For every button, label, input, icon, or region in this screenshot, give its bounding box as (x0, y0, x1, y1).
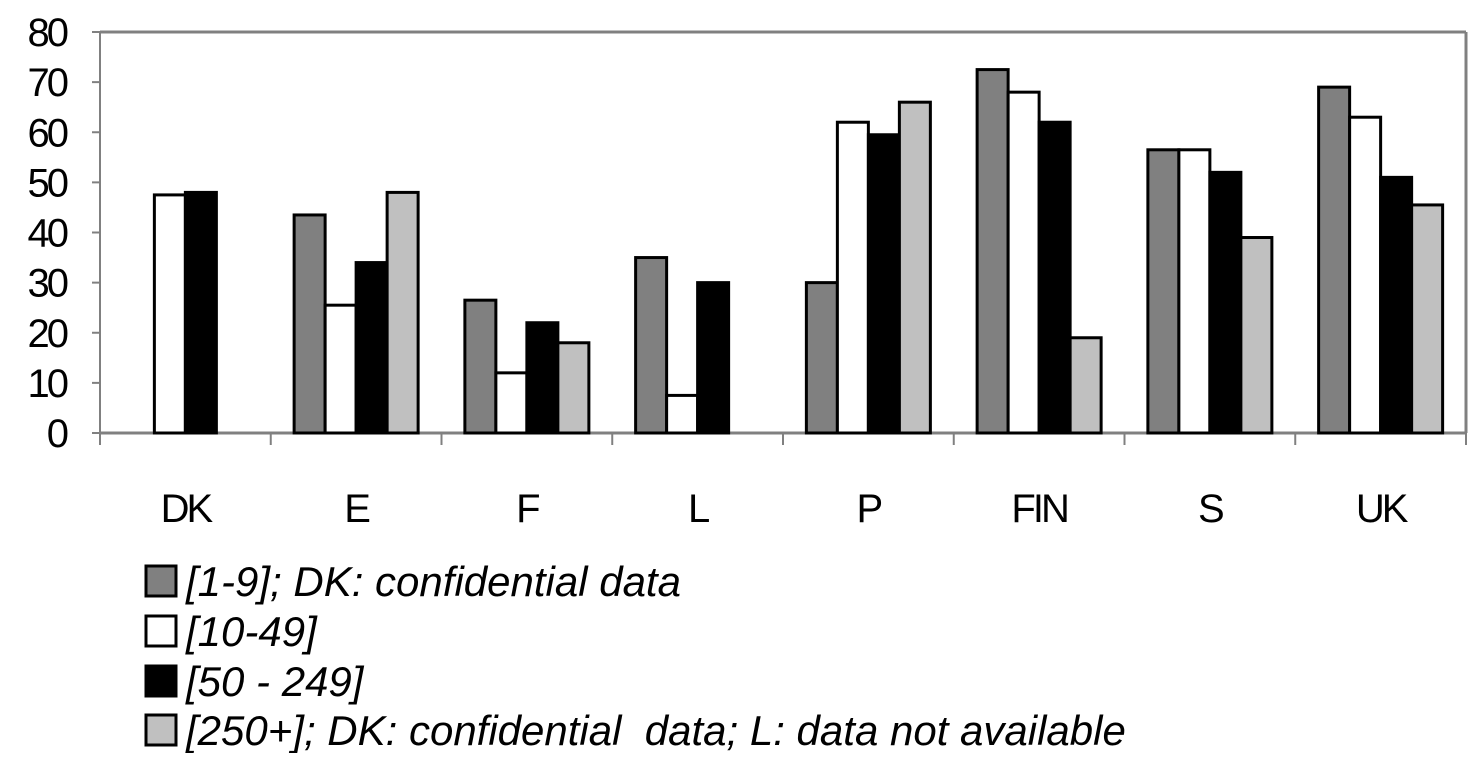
bar-uk-series-4 (1410, 203, 1445, 435)
x-category-label: S (1198, 487, 1223, 531)
legend: [1-9]; DK: confidential data[10-49][50 -… (144, 558, 1126, 754)
x-category-label: E (344, 487, 369, 531)
x-category-label: P (857, 487, 882, 531)
y-tick-label: 40 (28, 212, 68, 256)
bar-p-series-1 (804, 281, 839, 435)
bar-s-series-2 (1177, 148, 1212, 435)
bar-uk-series-1 (1317, 85, 1352, 435)
bar-p-series-2 (835, 120, 870, 435)
bar-e-series-2 (323, 303, 358, 435)
bar-e-series-1 (292, 213, 327, 435)
bar-uk-series-2 (1348, 115, 1383, 435)
bar-l-series-2 (665, 393, 700, 435)
bar-e-series-3 (354, 261, 389, 435)
bar-dk-series-2 (152, 193, 187, 435)
legend-label: [50 - 249] (185, 658, 365, 705)
legend-label: [250+]; DK: confidential data; L: data n… (185, 707, 1126, 753)
x-category-label: FIN (1011, 487, 1067, 531)
x-category-label: DK (161, 487, 214, 531)
bar-fin-series-3 (1037, 120, 1072, 435)
bars (152, 68, 1445, 435)
bar-f-series-1 (463, 298, 498, 435)
legend-label: [1-9]; DK: confidential data (185, 558, 681, 605)
bar-fin-series-1 (975, 68, 1010, 435)
legend-swatch (144, 614, 178, 648)
plot-area (100, 30, 1468, 433)
x-category-label: L (688, 487, 709, 531)
x-category-label: UK (1356, 487, 1409, 531)
bar-f-series-4 (556, 341, 591, 435)
bar-l-series-1 (634, 256, 669, 435)
bar-f-series-3 (525, 321, 560, 435)
bar-p-series-4 (897, 100, 932, 435)
bar-s-series-3 (1208, 170, 1243, 435)
y-tick-label: 0 (47, 412, 68, 456)
bar-s-series-1 (1146, 148, 1181, 435)
y-tick-label: 50 (28, 161, 68, 205)
legend-label: [10-49] (185, 608, 318, 655)
y-tick-label: 20 (28, 312, 68, 356)
legend-swatch (144, 564, 178, 598)
y-tick-label: 30 (28, 262, 68, 306)
x-category-label: F (516, 487, 539, 531)
y-tick-label: 60 (28, 111, 68, 155)
legend-swatch (144, 664, 178, 698)
y-tick-label: 70 (28, 61, 68, 105)
legend-swatch (144, 713, 178, 747)
bar-p-series-3 (866, 133, 901, 435)
y-tick-label: 10 (28, 362, 68, 406)
y-tick-label: 80 (28, 11, 68, 55)
x-axis: DK E F L P FIN S UK (99, 431, 1467, 531)
bar-uk-series-3 (1379, 175, 1414, 435)
bar-s-series-4 (1239, 236, 1274, 435)
bar-f-series-2 (494, 371, 529, 435)
bar-fin-series-2 (1006, 90, 1041, 435)
bar-l-series-3 (696, 281, 731, 435)
bar-fin-series-4 (1068, 336, 1103, 435)
bar-dk-series-3 (183, 190, 218, 435)
bar-e-series-4 (385, 190, 420, 435)
y-axis: 0 10 20 30 40 50 60 70 80 (28, 11, 101, 456)
